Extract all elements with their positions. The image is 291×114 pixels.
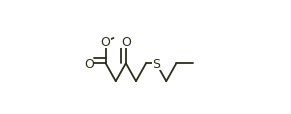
Text: O: O (121, 36, 131, 48)
Text: S: S (152, 57, 160, 70)
Text: O: O (84, 57, 94, 70)
Text: O: O (101, 36, 111, 48)
